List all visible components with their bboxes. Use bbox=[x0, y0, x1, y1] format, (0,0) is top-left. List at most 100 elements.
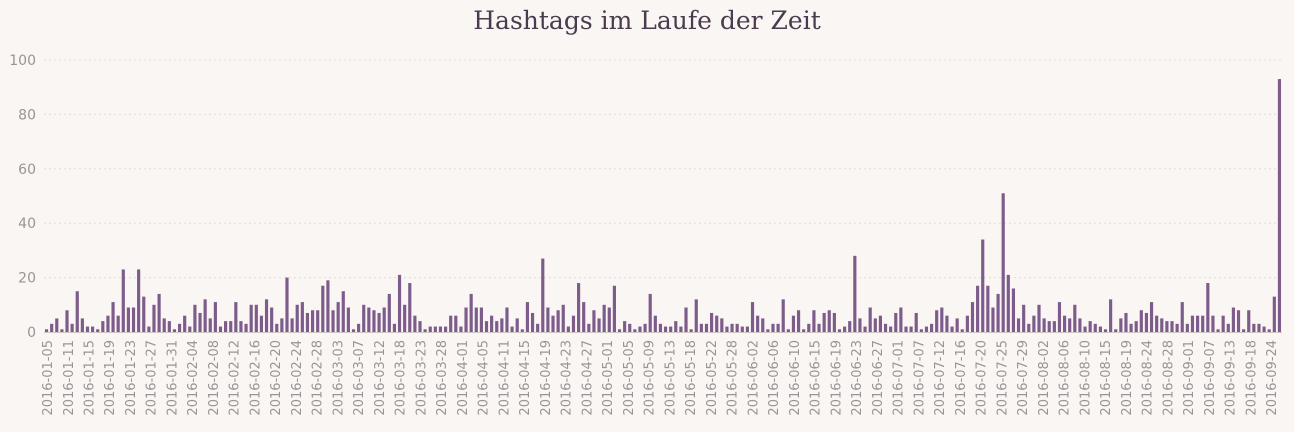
bar bbox=[1011, 288, 1016, 332]
bar bbox=[459, 326, 463, 332]
bar bbox=[1185, 323, 1189, 332]
x-tick-label: 2016-02-04 bbox=[186, 340, 201, 416]
bar bbox=[602, 304, 606, 332]
bar bbox=[1098, 326, 1102, 332]
x-tick-label: 2016-07-01 bbox=[892, 340, 907, 416]
bar bbox=[653, 315, 657, 332]
x-tick-label: 2016-05-05 bbox=[622, 340, 637, 416]
bar bbox=[290, 318, 294, 332]
bar bbox=[571, 315, 576, 332]
bar bbox=[295, 304, 299, 332]
bar bbox=[1109, 299, 1113, 332]
bar bbox=[577, 283, 581, 332]
bar bbox=[674, 321, 678, 332]
bar bbox=[863, 326, 867, 332]
bar bbox=[556, 310, 560, 332]
bar bbox=[1272, 296, 1276, 332]
x-tick-label: 2016-03-07 bbox=[352, 340, 367, 416]
bar bbox=[55, 318, 59, 332]
bar bbox=[106, 315, 110, 332]
bar bbox=[720, 318, 724, 332]
bar bbox=[1134, 321, 1138, 332]
bar bbox=[351, 329, 356, 332]
bar bbox=[1093, 323, 1097, 332]
bar bbox=[1083, 326, 1087, 332]
bar bbox=[142, 296, 146, 332]
bar bbox=[909, 326, 913, 332]
bar bbox=[756, 315, 760, 332]
bar bbox=[1180, 302, 1184, 332]
bar bbox=[75, 291, 79, 332]
bar bbox=[198, 312, 202, 332]
bar bbox=[1078, 318, 1082, 332]
bar bbox=[1047, 321, 1051, 332]
x-tick-label: 2016-06-06 bbox=[767, 340, 782, 416]
bar bbox=[638, 326, 642, 332]
bar bbox=[444, 326, 448, 332]
bar bbox=[177, 323, 182, 332]
bar bbox=[623, 321, 627, 332]
bar bbox=[1247, 310, 1251, 332]
x-tick-label: 2016-08-15 bbox=[1099, 340, 1114, 416]
bar bbox=[960, 329, 964, 332]
bar bbox=[822, 312, 826, 332]
bar bbox=[796, 310, 801, 332]
bar bbox=[362, 304, 366, 332]
bar bbox=[1124, 312, 1128, 332]
bar bbox=[408, 283, 412, 332]
bar bbox=[1042, 318, 1046, 332]
bar bbox=[868, 307, 872, 332]
bar bbox=[131, 307, 136, 332]
bar bbox=[305, 312, 310, 332]
bar bbox=[735, 323, 739, 332]
x-tick-label: 2016-02-12 bbox=[228, 340, 243, 416]
bar bbox=[617, 329, 622, 332]
bar bbox=[791, 315, 796, 332]
y-tick-label: 60 bbox=[18, 162, 36, 178]
bar bbox=[229, 321, 233, 332]
bar bbox=[1196, 315, 1200, 332]
x-tick-label: 2016-08-28 bbox=[1161, 340, 1176, 416]
bar bbox=[510, 326, 514, 332]
x-tick-label: 2016-06-23 bbox=[850, 340, 865, 416]
x-tick-label: 2016-09-13 bbox=[1224, 340, 1239, 416]
bar bbox=[940, 307, 944, 332]
x-tick-label: 2016-04-11 bbox=[497, 340, 512, 416]
x-tick-label: 2016-08-02 bbox=[1037, 340, 1052, 416]
bar bbox=[525, 302, 530, 332]
bar bbox=[1206, 283, 1210, 332]
x-tick-label: 2016-01-19 bbox=[103, 340, 118, 416]
bar bbox=[894, 312, 898, 332]
bar bbox=[264, 299, 269, 332]
bar bbox=[454, 315, 458, 332]
x-tick-label: 2016-06-19 bbox=[829, 340, 844, 416]
bar bbox=[1211, 315, 1215, 332]
bar bbox=[474, 307, 478, 332]
bar bbox=[914, 312, 918, 332]
bar bbox=[1201, 315, 1205, 332]
bar bbox=[1022, 304, 1026, 332]
bar bbox=[1252, 323, 1256, 332]
bar bbox=[1052, 321, 1056, 332]
bar bbox=[633, 329, 637, 332]
bar bbox=[725, 326, 729, 332]
bar bbox=[60, 329, 64, 332]
bar bbox=[802, 329, 806, 332]
x-tick-label: 2016-01-05 bbox=[41, 340, 56, 416]
bar bbox=[530, 312, 535, 332]
bar bbox=[259, 315, 263, 332]
x-tick-label: 2016-09-07 bbox=[1203, 340, 1218, 416]
x-tick-label: 2016-02-08 bbox=[207, 340, 222, 416]
bar bbox=[152, 304, 156, 332]
bar bbox=[1037, 304, 1041, 332]
x-tick-label: 2016-03-28 bbox=[435, 340, 450, 416]
bar bbox=[1277, 79, 1282, 332]
bar bbox=[991, 307, 995, 332]
bar bbox=[167, 321, 171, 332]
x-tick-label: 2016-01-11 bbox=[62, 340, 77, 416]
bar bbox=[761, 318, 765, 332]
bar bbox=[300, 302, 304, 332]
bar bbox=[883, 323, 888, 332]
bar bbox=[587, 323, 591, 332]
